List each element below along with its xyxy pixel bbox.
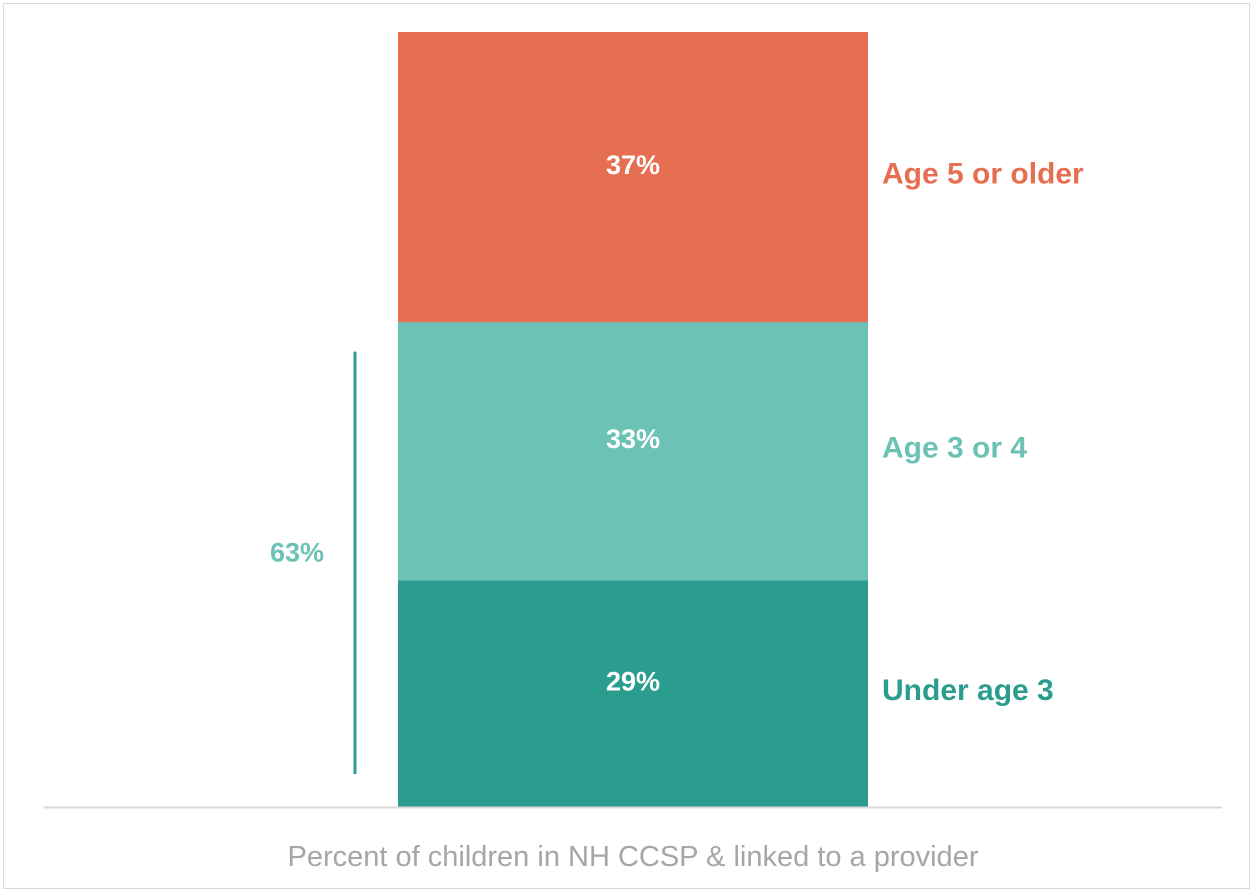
- axis-title: Percent of children in NH CCSP & linked …: [288, 841, 979, 873]
- segment-value-label-under-age-3: 29%: [606, 666, 660, 696]
- category-labels: Under age 3 Age 3 or 4 Age 5 or older: [882, 157, 1084, 707]
- segment-value-labels: 29% 33% 37%: [606, 150, 660, 697]
- bar-segment-age-5-or-older: [398, 32, 868, 323]
- bar-segments: [398, 32, 868, 808]
- category-label-under-age-3: Under age 3: [882, 674, 1054, 707]
- segment-value-label-age-3-or-4: 33%: [606, 424, 660, 454]
- segment-value-label-age-5-or-older: 37%: [606, 150, 660, 180]
- bar-segment-under-age-3: [398, 579, 868, 808]
- category-label-age-3-or-4: Age 3 or 4: [882, 431, 1027, 464]
- category-label-age-5-or-older: Age 5 or older: [882, 157, 1084, 190]
- bar-segment-age-3-or-4: [398, 321, 868, 581]
- bracket-value-label: 63%: [270, 537, 324, 567]
- chart-frame: [3, 3, 1250, 889]
